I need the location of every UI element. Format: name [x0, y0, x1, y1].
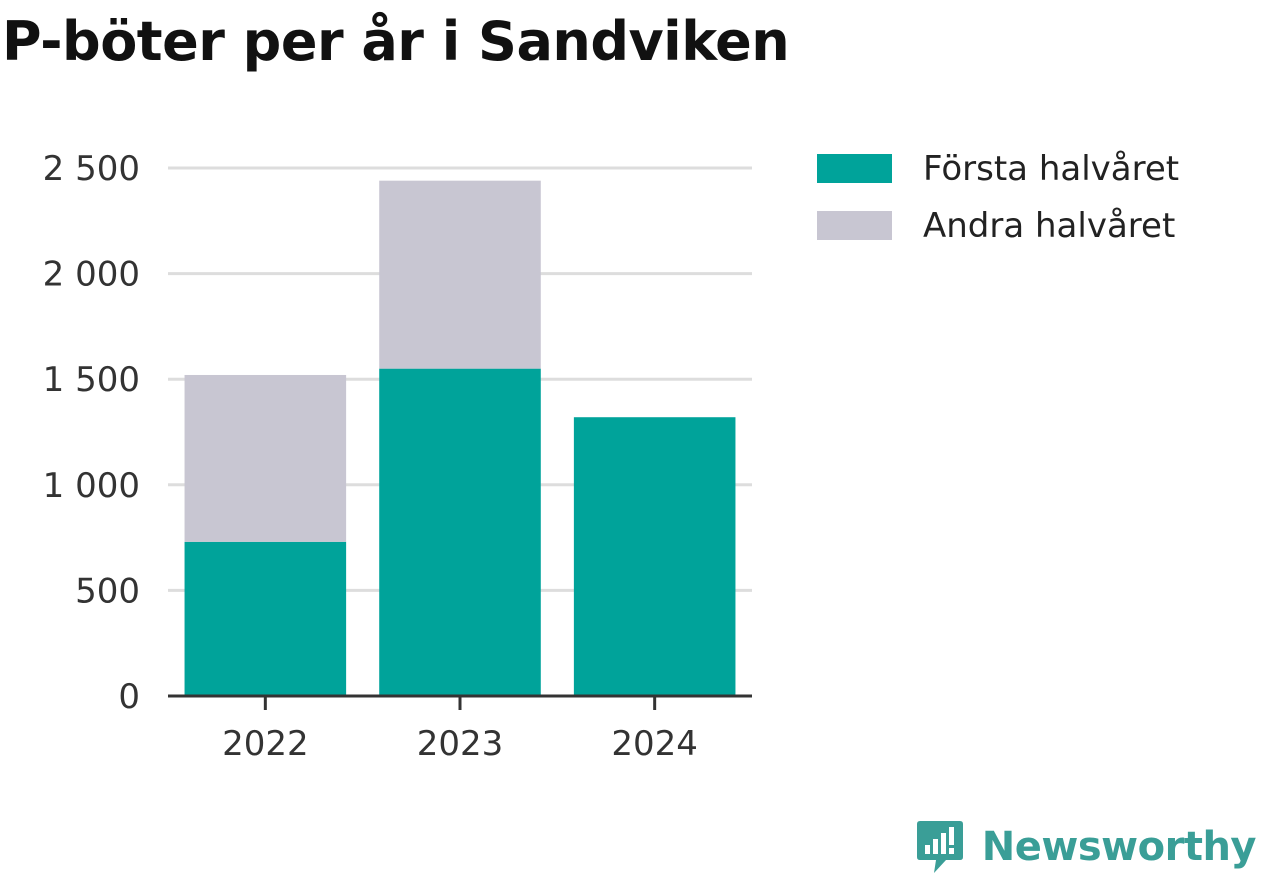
y-tick-label: 1 000 [43, 466, 140, 506]
x-tick-label: 2022 [222, 724, 309, 764]
chart-title: P-böter per år i Sandviken [2, 10, 790, 73]
x-tick-label: 2024 [611, 724, 698, 764]
bar-second-half-2022 [184, 374, 347, 542]
bar-first-half-2022 [184, 541, 347, 696]
legend-swatch-second-half [817, 211, 892, 240]
y-tick-label: 2 500 [43, 149, 140, 189]
x-tick-label: 2023 [417, 724, 504, 764]
brand-logo: Newsworthy [916, 819, 1257, 875]
y-tick-label: 1 500 [43, 360, 140, 400]
axes [168, 694, 752, 710]
bar-first-half-2023 [379, 368, 541, 696]
legend-swatch-first-half [817, 154, 892, 183]
bars [184, 180, 736, 696]
y-tick-label: 500 [75, 571, 140, 611]
legend-label-first-half: Första halvåret [923, 148, 1180, 189]
legend-item-second-half: Andra halvåret [817, 197, 1179, 254]
tick-labels: 0 500 1 000 1 500 2 000 2 500 2022 2023 2024 [43, 149, 698, 764]
legend: Första halvåret Andra halvåret [817, 140, 1179, 254]
legend-item-first-half: Första halvåret [817, 140, 1179, 197]
newsworthy-logo-icon [916, 821, 963, 873]
bar-second-half-2023 [379, 180, 541, 369]
brand-name: Newsworthy [981, 824, 1257, 870]
y-tick-label: 0 [118, 677, 140, 717]
y-tick-label: 2 000 [43, 255, 140, 295]
bar-first-half-2024 [573, 417, 736, 696]
legend-label-second-half: Andra halvåret [923, 205, 1176, 246]
